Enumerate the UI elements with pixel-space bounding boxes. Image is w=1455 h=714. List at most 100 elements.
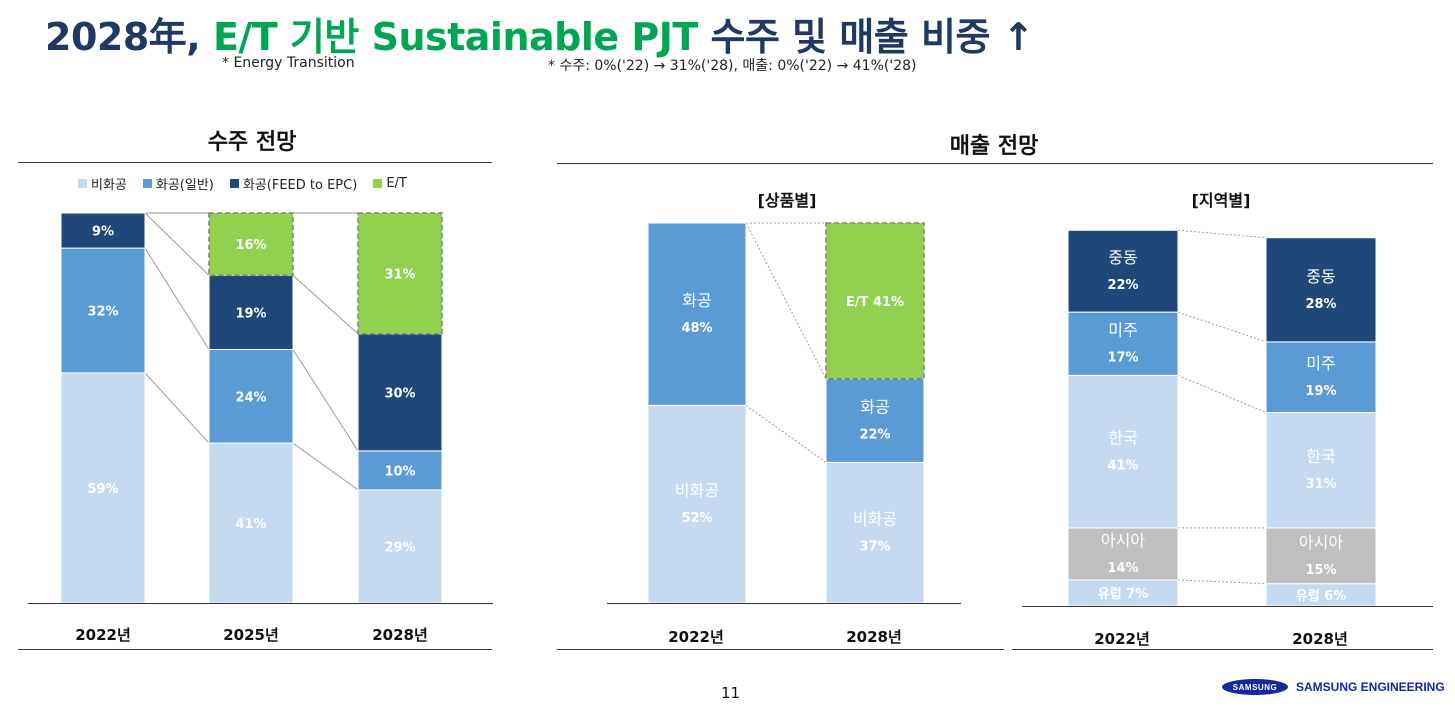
bar-아시아-2022년 — [1067, 527, 1179, 581]
bar-label: 아시아 — [1299, 533, 1343, 552]
bar-label: 17% — [1107, 351, 1138, 366]
bar-label: 한국 — [1306, 447, 1335, 466]
bar-label: 14% — [1107, 561, 1138, 576]
sales-title-rule — [557, 163, 1433, 164]
legend-item-non-chem: 비화공 — [78, 174, 127, 193]
bar-label: 29% — [384, 540, 415, 555]
bar-화공-feed-to-epc-2028년 — [357, 333, 443, 452]
bar-label: 22% — [859, 428, 890, 443]
legend-swatch — [78, 179, 87, 188]
connector-line — [144, 212, 210, 276]
connector-line — [292, 275, 359, 335]
connector-line — [292, 349, 359, 452]
bar-미주-2028년 — [1265, 341, 1377, 414]
bar-label: 미주 — [1306, 354, 1335, 373]
region-bottom-rule — [1012, 649, 1433, 650]
bar-label: E/T 41% — [846, 295, 904, 310]
legend-item-chem-general: 화공(일반) — [142, 174, 214, 193]
bar-label: 22% — [1107, 278, 1138, 293]
legend-item-et: E/T — [373, 174, 407, 193]
region-year-2022: 2022년 — [1094, 630, 1150, 648]
product-year-2028: 2028년 — [846, 628, 902, 646]
bar-label: 중동 — [1306, 267, 1335, 286]
bar-미주-2022년 — [1067, 311, 1179, 376]
bar-label: 16% — [235, 238, 266, 253]
bar-e-t-2028년 — [825, 222, 925, 380]
connector-line — [1177, 229, 1267, 239]
bar-label: 비화공 — [675, 481, 719, 500]
orders-year-2022: 2022년 — [75, 626, 131, 644]
connector-line — [1177, 311, 1267, 343]
connector-line — [745, 404, 827, 463]
page-title: 2028年, E/T 기반 Sustainable PJT 수주 및 매출 비중… — [45, 15, 1035, 59]
page-number: 11 — [721, 684, 741, 702]
bar-label: 화공 — [682, 291, 711, 310]
bar-한국-2028년 — [1265, 412, 1377, 529]
bar-label: 유럽 6% — [1296, 589, 1347, 604]
connector-line — [144, 247, 210, 350]
bar-label: 9% — [92, 225, 114, 240]
bar-label: 48% — [681, 321, 712, 336]
connector-line — [292, 442, 359, 491]
legend-swatch — [373, 179, 383, 188]
company-logo: SAMSUNG SAMSUNG ENGINEERING — [1222, 679, 1445, 695]
connector-line — [144, 372, 210, 444]
bar-비화공-2022년 — [647, 404, 747, 604]
region-axis — [1022, 606, 1433, 607]
connector-line — [1177, 579, 1267, 585]
legend-item-chem-feed: 화공(FEED to EPC) — [229, 174, 357, 193]
legend-swatch — [229, 179, 239, 188]
sales-title: 매출 전망 — [949, 134, 1039, 159]
bar-label: 유럽 7% — [1098, 587, 1149, 602]
company-name: SAMSUNG ENGINEERING — [1296, 680, 1445, 694]
bar-e-t-2025년 — [208, 212, 294, 277]
samsung-logo-mark: SAMSUNG — [1222, 679, 1288, 695]
bar-label: 28% — [1305, 297, 1336, 312]
orders-bottom-rule — [18, 649, 492, 650]
orders-title-rule — [18, 162, 492, 163]
bar-label: 31% — [384, 267, 415, 282]
bar-비화공-2028년 — [825, 461, 925, 604]
bar-화공-일반-2022년 — [60, 247, 146, 374]
bar-중동-2028년 — [1265, 237, 1377, 343]
note-energy-transition: * Energy Transition — [222, 55, 355, 71]
connector-line — [1177, 374, 1267, 414]
connector-line — [745, 222, 827, 380]
orders-year-2028: 2028년 — [372, 626, 428, 644]
bar-화공-2022년 — [647, 222, 747, 406]
bar-비화공-2028년 — [357, 489, 443, 604]
bar-label: 화공 — [860, 398, 889, 417]
bar-label: 37% — [859, 540, 890, 555]
bar-label: 중동 — [1108, 248, 1137, 267]
orders-title: 수주 전망 — [207, 130, 297, 155]
bar-화공-일반-2025년 — [208, 349, 294, 444]
orders-legend: 비화공 화공(일반) 화공(FEED to EPC) E/T — [78, 174, 407, 193]
bar-label: 41% — [235, 517, 266, 532]
product-bottom-rule — [557, 649, 1004, 650]
bar-중동-2022년 — [1067, 229, 1179, 313]
bar-label: 59% — [87, 482, 118, 497]
bar-화공-일반-2028년 — [357, 450, 443, 491]
sales-region-title: [지역별] — [1191, 191, 1251, 210]
bar-label: 15% — [1305, 563, 1336, 578]
bar-label: 32% — [87, 305, 118, 320]
orders-year-2025: 2025년 — [223, 626, 279, 644]
product-axis — [607, 603, 961, 604]
bar-label: 31% — [1305, 477, 1336, 492]
region-year-2028: 2028년 — [1292, 630, 1348, 648]
bar-e-t-2028년 — [357, 212, 443, 335]
bar-한국-2022년 — [1067, 374, 1179, 529]
product-year-2022: 2022년 — [668, 628, 724, 646]
bar-비화공-2025년 — [208, 442, 294, 604]
bar-label: 24% — [235, 390, 266, 405]
bar-화공-feed-to-epc-2022년 — [60, 212, 146, 249]
bar-비화공-2022년 — [60, 372, 146, 604]
bar-label: 41% — [1107, 459, 1138, 474]
sales-product-title: [상품별] — [757, 191, 817, 210]
bar-화공-feed-to-epc-2025년 — [208, 274, 294, 350]
bar-label: 한국 — [1108, 429, 1137, 448]
bar-label: 10% — [384, 464, 415, 479]
bar-label: 19% — [235, 306, 266, 321]
note-ratio: * 수주: 0%('22) → 31%('28), 매출: 0%('22) → … — [548, 58, 917, 74]
